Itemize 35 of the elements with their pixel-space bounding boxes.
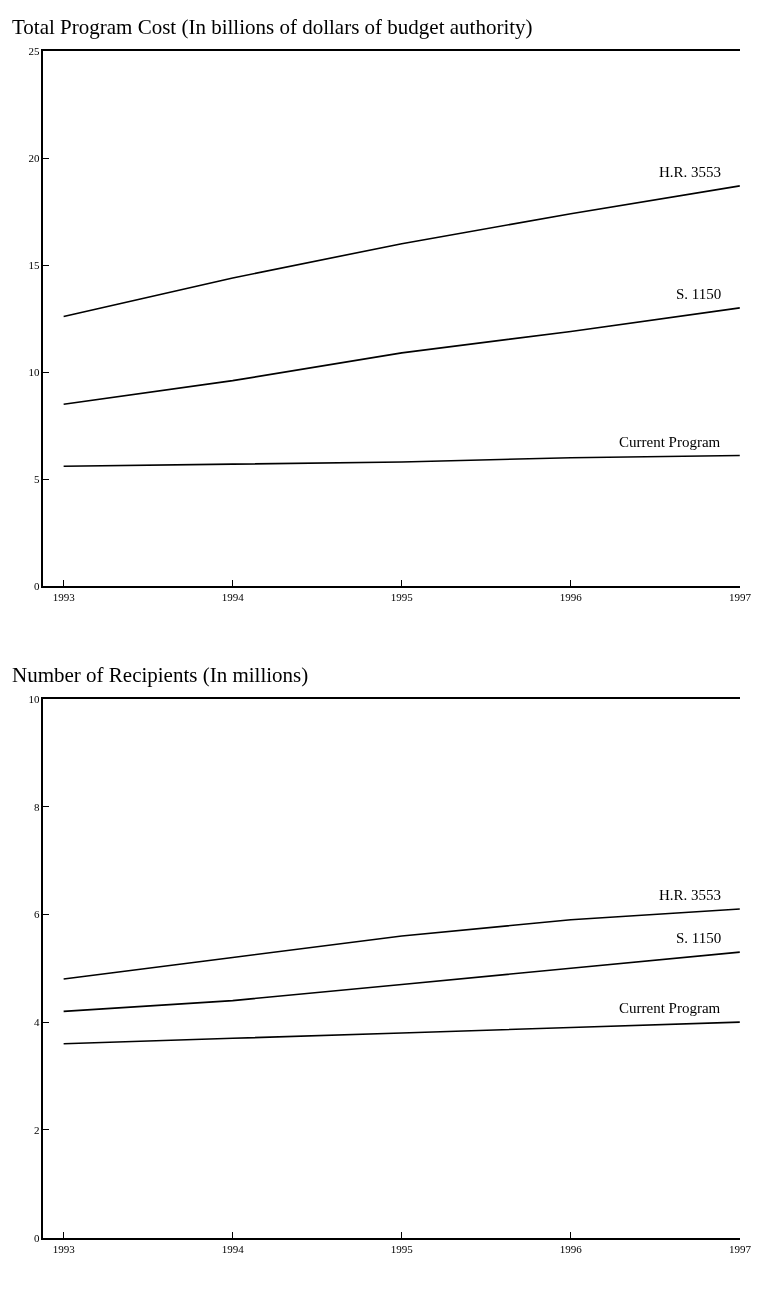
y-tick-label: 25 xyxy=(28,44,40,57)
series-label: Current Program xyxy=(619,1000,721,1016)
line-series xyxy=(62,185,740,318)
y-tick-label: 2 xyxy=(33,1123,40,1136)
y-tick-label: 4 xyxy=(33,1016,40,1029)
y-tick-label: 5 xyxy=(33,472,40,485)
x-tick-label: 1996 xyxy=(559,1242,583,1255)
line-series xyxy=(62,908,740,980)
chart-title: Number of Recipients (In millions) xyxy=(12,663,309,687)
series-label: H.R. 3553 xyxy=(659,164,722,180)
x-tick-label: 1993 xyxy=(52,591,76,604)
x-tick-label: 1997 xyxy=(728,1242,752,1255)
y-tick-label: 20 xyxy=(28,151,40,164)
chart-title: Total Program Cost (In billions of dollars of budget authority) xyxy=(12,15,533,39)
x-tick-label: 1994 xyxy=(221,591,245,604)
line-series xyxy=(62,454,740,468)
line-series xyxy=(62,307,740,405)
line-series xyxy=(62,1021,740,1045)
y-tick-label: 0 xyxy=(33,1231,40,1244)
x-tick-label: 1995 xyxy=(390,1242,414,1255)
y-tick-label: 0 xyxy=(33,579,40,592)
x-tick-label: 1997 xyxy=(728,591,752,604)
y-tick-label: 15 xyxy=(28,258,40,271)
series-label: S. 1150 xyxy=(676,286,722,302)
y-tick-label: 6 xyxy=(33,908,40,921)
y-tick-label: 8 xyxy=(33,800,40,813)
y-tick-label: 10 xyxy=(28,692,40,705)
series-label: H.R. 3553 xyxy=(659,887,722,903)
series-label: Current Program xyxy=(619,434,721,450)
y-tick-label: 10 xyxy=(28,365,40,378)
x-tick-label: 1995 xyxy=(390,591,414,604)
x-tick-label: 1994 xyxy=(221,1242,245,1255)
x-tick-label: 1993 xyxy=(52,1242,76,1255)
series-label: S. 1150 xyxy=(676,930,722,946)
x-tick-label: 1996 xyxy=(559,591,583,604)
